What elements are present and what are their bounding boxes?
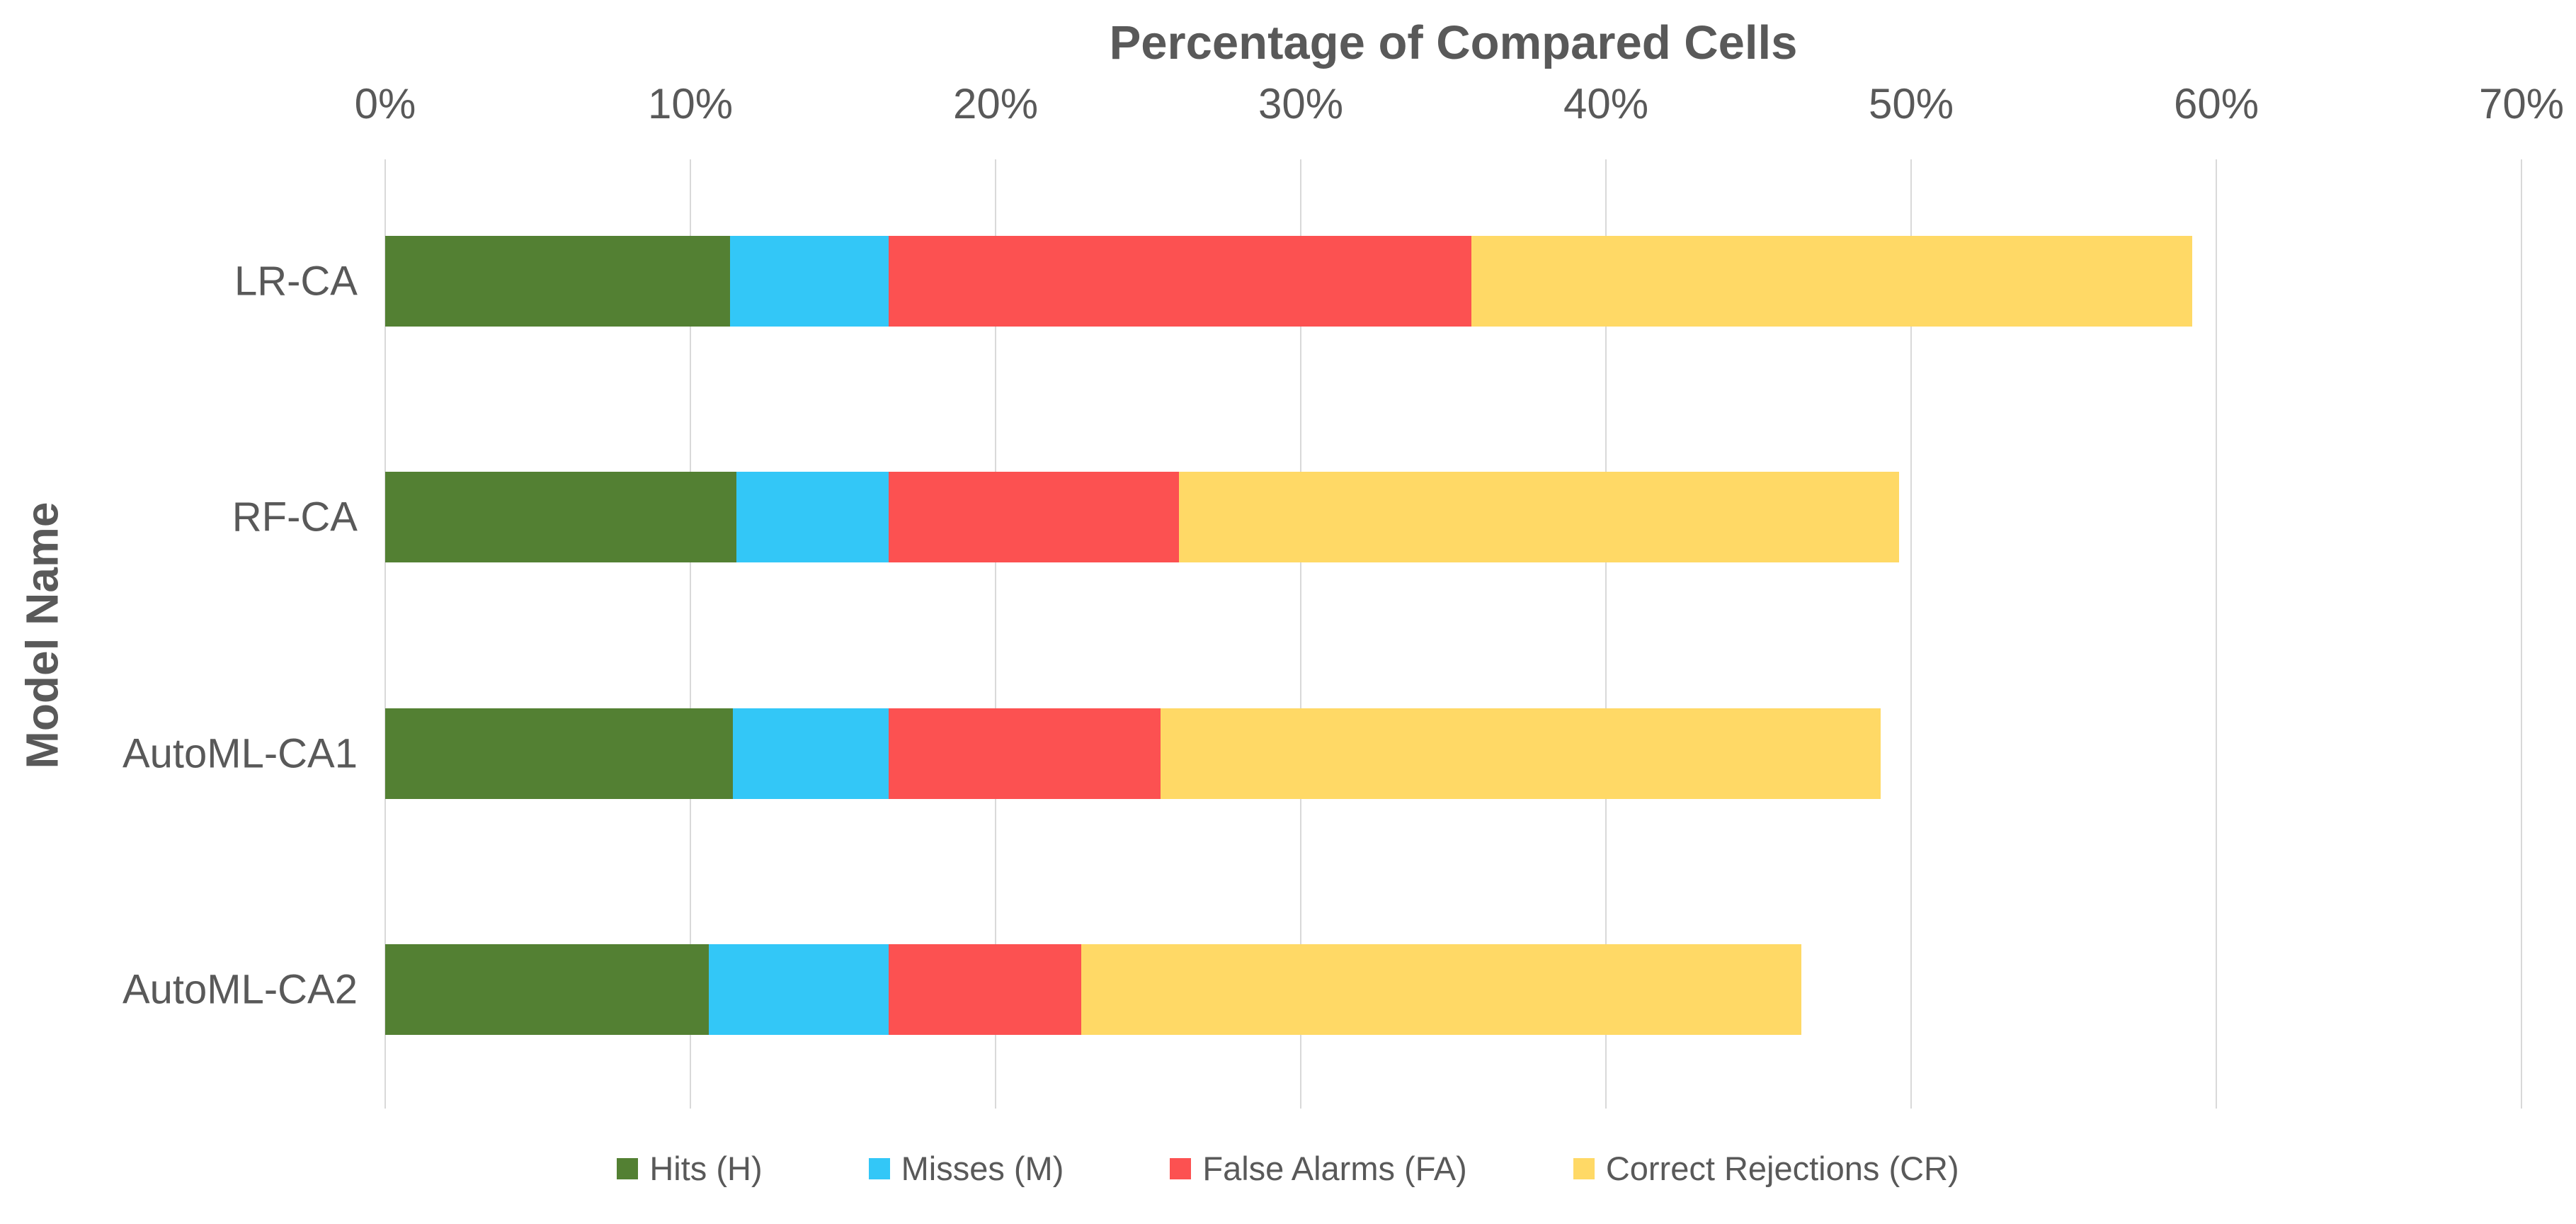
legend-label: False Alarms (FA) <box>1202 1150 1467 1187</box>
legend-label: Misses (M) <box>901 1150 1064 1187</box>
gridline <box>1605 159 1607 1109</box>
legend-label: Correct Rejections (CR) <box>1605 1150 1959 1187</box>
legend: Hits (H) Misses (M) False Alarms (FA) Corre… <box>0 1149 2576 1188</box>
legend-item-false-alarms-fa[interactable]: False Alarms (FA) <box>1170 1149 1467 1188</box>
bar-segment-automl-ca2-correct-rejections-cr[interactable] <box>1081 944 1801 1036</box>
gridline <box>2216 159 2217 1109</box>
legend-label: Hits (H) <box>649 1150 763 1187</box>
x-tick-label: 30% <box>1258 80 1344 128</box>
bar-segment-rf-ca-correct-rejections-cr[interactable] <box>1178 472 1899 563</box>
gridline <box>1300 159 1301 1109</box>
bar-segment-rf-ca-misses-m[interactable] <box>736 472 889 563</box>
bar-segment-automl-ca2-hits-h[interactable] <box>385 944 709 1036</box>
y-axis-title-area: Model Name <box>16 163 67 1108</box>
y-axis-title: Model Name <box>16 502 67 769</box>
category-label-lr-ca: LR-CA <box>234 258 358 305</box>
bar-segment-automl-ca2-false-alarms-fa[interactable] <box>889 944 1081 1036</box>
x-tick-label: 10% <box>647 80 734 128</box>
legend-swatch-icon <box>868 1157 890 1179</box>
legend-item-misses-m[interactable]: Misses (M) <box>868 1149 1064 1188</box>
legend-item-hits-h[interactable]: Hits (H) <box>617 1149 763 1188</box>
x-tick-label: 60% <box>2173 80 2259 128</box>
x-tick-label: 70% <box>2478 80 2565 128</box>
x-tick-label: 0% <box>354 80 416 128</box>
bar-segment-automl-ca1-hits-h[interactable] <box>385 708 734 799</box>
bar-segment-lr-ca-hits-h[interactable] <box>385 235 731 327</box>
bar-segment-lr-ca-correct-rejections-cr[interactable] <box>1471 235 2192 327</box>
bar-segment-lr-ca-false-alarms-fa[interactable] <box>889 235 1472 327</box>
bar-segment-lr-ca-misses-m[interactable] <box>730 235 889 327</box>
bar-segment-rf-ca-hits-h[interactable] <box>385 472 736 563</box>
gridline <box>384 159 386 1109</box>
gridline <box>2521 159 2522 1109</box>
x-tick-label: 20% <box>952 80 1039 128</box>
x-tick-label: 40% <box>1563 80 1649 128</box>
bar-segment-rf-ca-false-alarms-fa[interactable] <box>889 472 1179 563</box>
gridline <box>1910 159 1912 1109</box>
x-tick-label: 50% <box>1868 80 1954 128</box>
category-label-automl-ca1: AutoML-CA1 <box>122 730 358 777</box>
category-label-rf-ca: RF-CA <box>232 494 358 540</box>
legend-swatch-icon <box>1170 1157 1192 1179</box>
bar-segment-automl-ca1-misses-m[interactable] <box>733 708 889 799</box>
bar-segment-automl-ca1-false-alarms-fa[interactable] <box>889 708 1161 799</box>
category-label-automl-ca2: AutoML-CA2 <box>122 966 358 1013</box>
bar-segment-automl-ca1-correct-rejections-cr[interactable] <box>1160 708 1881 799</box>
bar-segment-automl-ca2-misses-m[interactable] <box>708 944 889 1036</box>
legend-swatch-icon <box>617 1157 639 1179</box>
gridline <box>690 159 691 1109</box>
legend-item-correct-rejections-cr[interactable]: Correct Rejections (CR) <box>1573 1149 1959 1188</box>
legend-swatch-icon <box>1573 1157 1595 1179</box>
chart-title: Percentage of Compared Cells <box>1109 16 1798 69</box>
gridline <box>995 159 996 1109</box>
